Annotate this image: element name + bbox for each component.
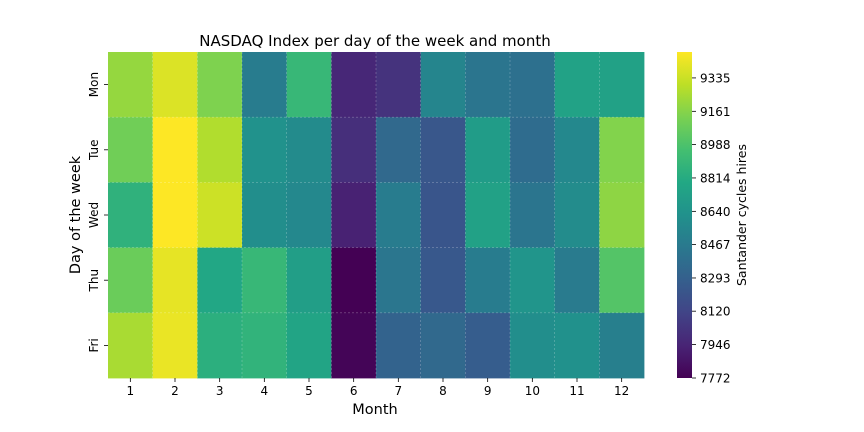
y-axis-ticks: Mon Tue Wed Thu Fri xyxy=(87,72,108,353)
heatmap-cell xyxy=(108,182,154,248)
heatmap-cell xyxy=(554,312,600,379)
heatmap-cell xyxy=(465,52,511,118)
heatmap-cell xyxy=(152,312,198,379)
chart-title: NASDAQ Index per day of the week and mon… xyxy=(199,32,550,50)
heatmap-cell xyxy=(108,312,154,379)
heatmap-cell xyxy=(599,117,645,183)
heatmap-cell xyxy=(331,117,377,183)
colorbar-tick-label: 8120 xyxy=(700,305,731,319)
heatmap-cell xyxy=(376,52,422,118)
heatmap-cell xyxy=(554,247,600,314)
heatmap-cell xyxy=(510,182,556,248)
x-axis-label: Month xyxy=(352,402,397,418)
heatmap-cell xyxy=(420,247,466,314)
heatmap-cell xyxy=(331,182,377,248)
heatmap-cell xyxy=(331,312,377,379)
heatmap-cell xyxy=(108,247,154,314)
x-tick-label: 6 xyxy=(350,384,358,398)
heatmap-cell xyxy=(554,52,600,118)
x-tick-label: 5 xyxy=(305,384,313,398)
colorbar-tick-label: 8988 xyxy=(700,138,731,152)
heatmap-cell xyxy=(599,247,645,314)
heatmap-cell xyxy=(331,247,377,314)
heatmap-cell xyxy=(420,117,466,183)
heatmap-cell xyxy=(599,52,645,118)
heatmap-cell xyxy=(510,247,556,314)
x-tick-label: 10 xyxy=(525,384,540,398)
y-axis-label: Day of the week xyxy=(68,155,84,274)
heatmap-cell xyxy=(197,182,243,248)
heatmap-cell xyxy=(465,247,511,314)
heatmap-cell xyxy=(599,182,645,248)
heatmap-cell xyxy=(510,52,556,118)
heatmap-cell xyxy=(286,312,332,379)
heatmap-cell xyxy=(376,182,422,248)
x-tick-label: 9 xyxy=(484,384,492,398)
heatmap-cells xyxy=(108,52,645,379)
heatmap-cell xyxy=(465,182,511,248)
colorbar-ticks: 7772 7946 8120 8293 8467 8640 8814 8988 9161 9335 xyxy=(692,71,731,386)
heatmap-cell xyxy=(197,52,243,118)
heatmap-cell xyxy=(197,117,243,183)
heatmap-cell xyxy=(242,117,288,183)
x-tick-label: 8 xyxy=(439,384,447,398)
heatmap-cell xyxy=(331,52,377,118)
heatmap-cell xyxy=(599,312,645,379)
heatmap-cell xyxy=(420,182,466,248)
heatmap-cell xyxy=(420,52,466,118)
colorbar-tick-label: 7772 xyxy=(700,372,731,386)
colorbar-tick-label: 7946 xyxy=(700,338,731,352)
heatmap-cell xyxy=(510,312,556,379)
y-tick-label: Fri xyxy=(87,338,101,352)
heatmap-cell xyxy=(465,312,511,379)
heatmap-cell xyxy=(152,117,198,183)
colorbar-label: Santander cycles hires xyxy=(734,144,749,286)
x-axis-ticks: 1 2 3 4 5 6 7 8 9 10 11 12 xyxy=(127,378,629,398)
x-tick-label: 11 xyxy=(569,384,584,398)
y-tick-label: Mon xyxy=(87,72,101,97)
heatmap-cell xyxy=(465,117,511,183)
colorbar-tick-label: 9335 xyxy=(700,71,731,85)
y-tick-label: Thu xyxy=(87,269,101,293)
x-tick-label: 1 xyxy=(127,384,135,398)
heatmap-cell xyxy=(152,52,198,118)
colorbar xyxy=(677,52,692,378)
colorbar-tick-label: 8640 xyxy=(700,205,731,219)
heatmap-cell xyxy=(108,117,154,183)
heatmap-cell xyxy=(510,117,556,183)
heatmap-cell xyxy=(108,52,154,118)
y-tick-label: Wed xyxy=(87,202,101,228)
x-tick-label: 12 xyxy=(614,384,629,398)
heatmap-cell xyxy=(197,312,243,379)
heatmap-cell xyxy=(286,247,332,314)
heatmap-cell xyxy=(286,52,332,118)
heatmap-cell xyxy=(242,182,288,248)
colorbar-tick-label: 9161 xyxy=(700,105,731,119)
heatmap-cell xyxy=(242,52,288,118)
colorbar-tick-label: 8467 xyxy=(700,238,731,252)
heatmap-cell xyxy=(376,247,422,314)
x-tick-label: 7 xyxy=(395,384,403,398)
heatmap-cell xyxy=(554,117,600,183)
heatmap-cell xyxy=(152,182,198,248)
x-tick-label: 4 xyxy=(261,384,269,398)
heatmap-cell xyxy=(242,247,288,314)
heatmap-cell xyxy=(376,312,422,379)
heatmap-cell xyxy=(420,312,466,379)
heatmap-cell xyxy=(197,247,243,314)
x-tick-label: 3 xyxy=(216,384,224,398)
colorbar-tick-label: 8814 xyxy=(700,171,731,185)
heatmap-cell xyxy=(286,117,332,183)
heatmap-cell xyxy=(152,247,198,314)
heatmap-cell xyxy=(242,312,288,379)
x-tick-label: 2 xyxy=(171,384,179,398)
heatmap-cell xyxy=(376,117,422,183)
heatmap-cell xyxy=(286,182,332,248)
colorbar-tick-label: 8293 xyxy=(700,271,731,285)
y-tick-label: Tue xyxy=(87,140,101,162)
heatmap-cell xyxy=(554,182,600,248)
